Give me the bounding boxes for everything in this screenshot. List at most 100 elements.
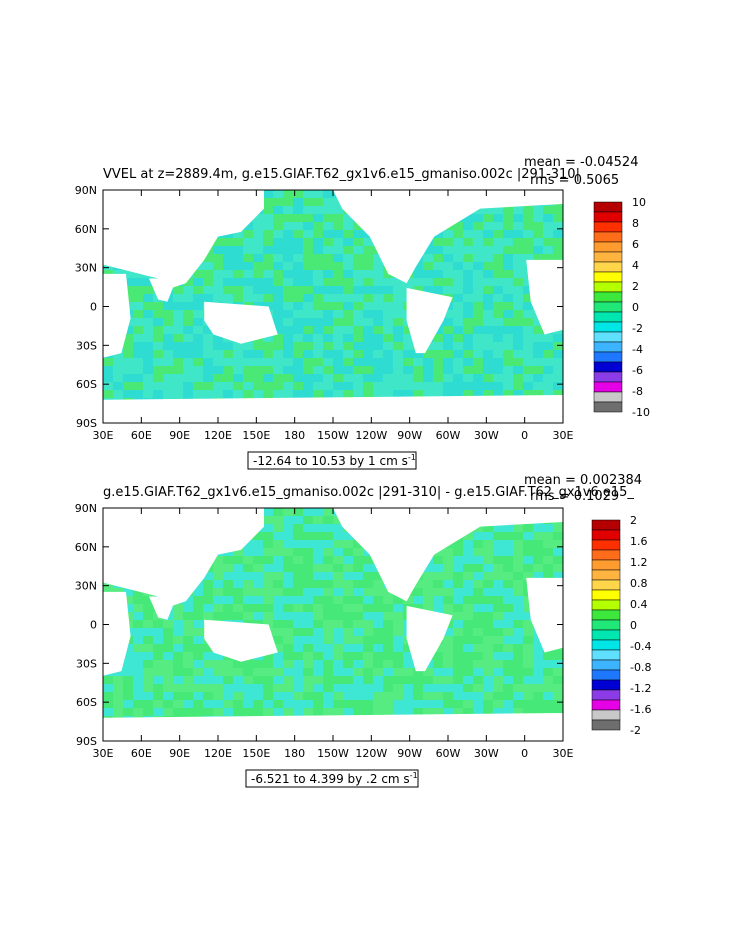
field-cell — [333, 684, 343, 692]
field-cell — [443, 278, 453, 286]
field-cell — [333, 540, 343, 548]
field-cell — [463, 302, 473, 310]
field-cell — [373, 708, 383, 716]
field-cell — [153, 366, 163, 374]
field-cell — [263, 580, 273, 588]
field-cell — [233, 358, 243, 366]
field-cell — [473, 692, 483, 700]
field-cell — [243, 278, 253, 286]
field-cell — [513, 652, 523, 660]
field-cell — [403, 596, 413, 604]
field-cell — [283, 238, 293, 246]
field-cell — [253, 350, 263, 358]
field-cell — [543, 532, 553, 540]
field-cell — [313, 374, 323, 382]
field-cell — [183, 326, 193, 334]
field-cell — [233, 246, 243, 254]
field-cell — [273, 382, 283, 390]
field-cell — [323, 262, 333, 270]
field-cell — [503, 628, 513, 636]
field-cell — [293, 238, 303, 246]
field-cell — [493, 246, 503, 254]
field-cell — [443, 390, 453, 398]
field-cell — [313, 548, 323, 556]
field-cell — [463, 564, 473, 572]
field-cell — [523, 238, 533, 246]
field-cell — [413, 588, 423, 596]
colorbar-swatch — [591, 649, 621, 661]
field-cell — [323, 604, 333, 612]
field-cell — [373, 636, 383, 644]
field-cell — [483, 644, 493, 652]
field-cell — [293, 580, 303, 588]
field-cell — [273, 668, 283, 676]
field-cell — [403, 326, 413, 334]
field-cell — [363, 246, 373, 254]
field-cell — [493, 540, 503, 548]
field-cell — [153, 684, 163, 692]
field-cell — [523, 326, 533, 334]
x-tick-label: 120E — [204, 747, 232, 760]
field-cell — [513, 708, 523, 716]
field-cell — [483, 286, 493, 294]
field-cell — [243, 700, 253, 708]
field-cell — [303, 620, 313, 628]
field-cell — [513, 588, 523, 596]
field-cell — [243, 604, 253, 612]
field-cell — [333, 564, 343, 572]
field-cell — [293, 278, 303, 286]
field-cell — [253, 390, 263, 398]
field-cell — [553, 390, 563, 398]
field-cell — [243, 286, 253, 294]
field-cell — [293, 652, 303, 660]
field-cell — [383, 604, 393, 612]
field-cell — [353, 596, 363, 604]
field-cell — [273, 326, 283, 334]
field-cell — [203, 652, 213, 660]
field-cell — [523, 350, 533, 358]
field-cell — [393, 326, 403, 334]
field-cell — [263, 684, 273, 692]
field-cell — [203, 390, 213, 398]
field-cell — [323, 532, 333, 540]
field-cell — [113, 692, 123, 700]
field-cell — [323, 198, 333, 206]
field-cell — [223, 676, 233, 684]
field-cell — [433, 660, 443, 668]
field-cell — [473, 524, 483, 532]
field-cell — [453, 572, 463, 580]
field-cell — [123, 676, 133, 684]
field-cell — [463, 668, 473, 676]
field-cell — [493, 564, 503, 572]
field-cell — [313, 222, 323, 230]
field-cell — [153, 628, 163, 636]
field-cell — [323, 310, 333, 318]
field-cell — [293, 524, 303, 532]
field-cell — [503, 692, 513, 700]
field-cell — [363, 238, 373, 246]
field-cell — [243, 230, 253, 238]
field-cell — [513, 604, 523, 612]
field-cell — [333, 628, 343, 636]
field-cell — [513, 580, 523, 588]
field-cell — [343, 390, 353, 398]
field-cell — [143, 334, 153, 342]
field-cell — [543, 334, 553, 342]
field-cell — [253, 286, 263, 294]
colorbar-label: 10 — [632, 196, 646, 209]
field-cell — [273, 230, 283, 238]
field-cell — [303, 572, 313, 580]
field-cell — [303, 334, 313, 342]
field-cell — [373, 326, 383, 334]
field-cell — [103, 692, 113, 700]
field-cell — [513, 676, 523, 684]
land-mask — [103, 273, 131, 358]
colorbar-swatch — [593, 231, 623, 243]
field-cell — [113, 366, 123, 374]
field-cell — [303, 358, 313, 366]
field-cell — [363, 254, 373, 262]
field-cell — [233, 676, 243, 684]
field-cell — [293, 684, 303, 692]
field-cell — [283, 382, 293, 390]
field-cell — [523, 564, 533, 572]
